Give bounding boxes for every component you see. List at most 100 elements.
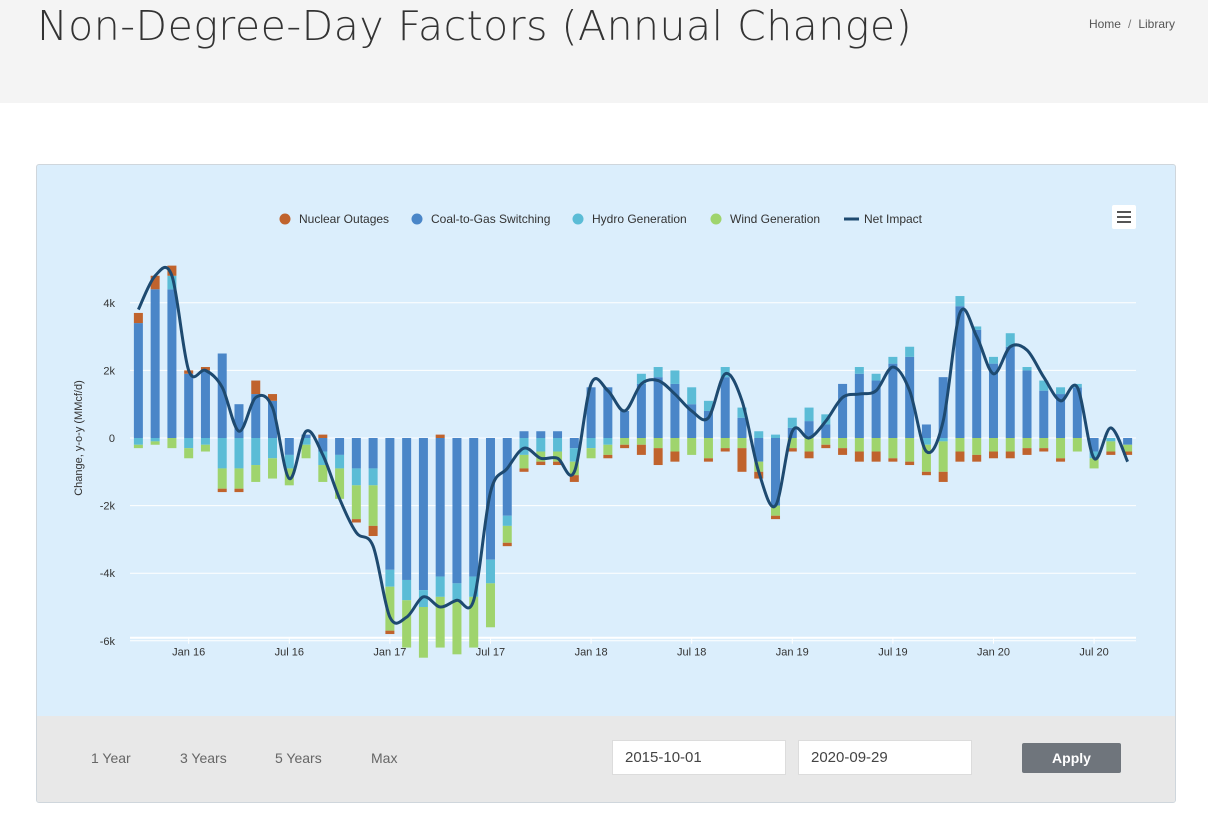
hamburger-menu-icon-line bbox=[1117, 221, 1131, 223]
wind-generation-bar bbox=[586, 448, 596, 459]
hydro-generation-bar bbox=[351, 468, 361, 486]
coal-to-gas-switching-bar bbox=[184, 373, 194, 438]
hydro-generation-bar bbox=[150, 438, 160, 442]
hydro-generation-bar bbox=[234, 438, 244, 469]
hydro-generation-bar bbox=[435, 576, 445, 597]
nuclear-outages-bar bbox=[636, 444, 646, 455]
hydro-generation-bar bbox=[754, 431, 764, 438]
breadcrumb-library-link[interactable]: Library bbox=[1138, 17, 1175, 31]
coal-to-gas-switching-bar bbox=[804, 421, 814, 438]
hydro-generation-bar bbox=[670, 370, 680, 384]
range-3-years-button[interactable]: 3 Years bbox=[180, 750, 227, 766]
wind-generation-bar bbox=[469, 596, 479, 648]
nuclear-outages-bar bbox=[1039, 448, 1049, 452]
range-1-year-button[interactable]: 1 Year bbox=[91, 750, 131, 766]
start-date-input[interactable] bbox=[612, 740, 786, 775]
chart-menu-button[interactable] bbox=[1112, 205, 1136, 229]
nuclear-outages-bar bbox=[569, 475, 579, 482]
nuclear-outages-bar bbox=[771, 515, 781, 520]
wind-generation-bar bbox=[603, 444, 613, 455]
range-max-button[interactable]: Max bbox=[371, 750, 398, 766]
hydro-generation-bar bbox=[402, 579, 412, 601]
wind-generation-bar bbox=[1072, 438, 1082, 452]
nuclear-outages-bar bbox=[318, 434, 328, 438]
coal-to-gas-switching-bar bbox=[670, 383, 680, 438]
hydro-generation-bar bbox=[553, 438, 563, 452]
wind-generation-bar bbox=[200, 444, 210, 452]
x-tick-label: Jul 16 bbox=[275, 647, 304, 659]
range-controls: 1 Year 3 Years 5 Years Max Apply bbox=[37, 716, 1175, 802]
nuclear-outages-bar bbox=[955, 451, 965, 462]
nuclear-outages-bar bbox=[167, 265, 177, 276]
chart-panel: -6k -4k -2k 0 2k 4k Change, y-o-y (MMcf/d) Jan … bbox=[36, 164, 1176, 803]
hydro-generation-bar bbox=[519, 438, 529, 455]
page-title: Non-Degree-Day Factors (Annual Change) bbox=[37, 2, 913, 50]
y-tick-label: -4k bbox=[100, 568, 116, 580]
coal-to-gas-switching-bar bbox=[167, 289, 177, 438]
wind-generation-bar bbox=[351, 485, 361, 520]
wind-generation-bar bbox=[318, 465, 328, 482]
wind-generation-bar bbox=[485, 583, 495, 628]
coal-to-gas-switching-bar bbox=[603, 387, 613, 438]
hydro-generation-bar bbox=[368, 468, 378, 486]
wind-generation-bar bbox=[636, 438, 646, 445]
coal-to-gas-switching-bar bbox=[754, 438, 764, 462]
wind-generation-bar bbox=[234, 468, 244, 489]
legend-label: Net Impact bbox=[864, 212, 923, 226]
nuclear-outages-bar bbox=[972, 454, 982, 462]
coal-to-gas-switching-bar bbox=[636, 383, 646, 438]
hydro-generation-bar bbox=[1056, 387, 1066, 395]
wind-generation-bar bbox=[620, 438, 630, 445]
wind-generation-bar bbox=[435, 596, 445, 648]
hydro-generation-bar bbox=[335, 454, 345, 469]
breadcrumb-home-link[interactable]: Home bbox=[1088, 17, 1121, 31]
x-tick-label: Jan 17 bbox=[373, 647, 406, 659]
coal-to-gas-switching-bar bbox=[536, 431, 546, 438]
y-tick-label: 4k bbox=[103, 298, 115, 310]
coal-to-gas-switching-bar bbox=[586, 387, 596, 438]
coal-to-gas-switching-bar bbox=[1072, 387, 1082, 438]
apply-button[interactable]: Apply bbox=[1022, 743, 1121, 773]
nuclear-outages-bar bbox=[1056, 458, 1066, 462]
breadcrumb-separator: / bbox=[1127, 17, 1132, 31]
wind-generation-bar bbox=[133, 444, 143, 449]
nuclear-outages-bar bbox=[620, 444, 630, 449]
wind-generation-bar bbox=[418, 607, 428, 658]
wind-generation-bar bbox=[703, 438, 713, 459]
hydro-generation-bar bbox=[737, 407, 747, 418]
hydro-generation-bar bbox=[653, 367, 663, 378]
hydro-generation-bar bbox=[1106, 438, 1116, 442]
hydro-generation-bar bbox=[133, 438, 143, 445]
hydro-generation-bar bbox=[787, 417, 797, 428]
coal-to-gas-switching-bar bbox=[200, 370, 210, 438]
hydro-generation-bar bbox=[955, 296, 965, 307]
coal-to-gas-switching-bar bbox=[921, 424, 931, 438]
coal-to-gas-switching-bar bbox=[502, 438, 512, 516]
coal-to-gas-switching-bar bbox=[553, 431, 563, 438]
coal-to-gas-switching-bar bbox=[469, 438, 479, 577]
nuclear-outages-bar bbox=[653, 448, 663, 466]
coal-to-gas-switching-bar bbox=[335, 438, 345, 455]
nuclear-outages-bar bbox=[553, 461, 563, 466]
hamburger-menu-icon-line bbox=[1117, 216, 1131, 218]
nuclear-outages-bar bbox=[871, 451, 881, 462]
hydro-generation-bar bbox=[687, 387, 697, 405]
range-5-years-button[interactable]: 5 Years bbox=[275, 750, 322, 766]
coal-to-gas-switching-bar bbox=[268, 400, 278, 438]
hydro-generation-bar bbox=[988, 356, 998, 364]
hydro-generation-bar bbox=[854, 367, 864, 374]
hydro-generation-bar bbox=[301, 438, 311, 445]
wind-generation-bar bbox=[905, 438, 915, 462]
nuclear-outages-bar bbox=[804, 451, 814, 459]
wind-generation-bar bbox=[687, 438, 697, 455]
coal-to-gas-switching-bar bbox=[402, 438, 412, 580]
coal-to-gas-switching-bar bbox=[452, 438, 462, 584]
end-date-input[interactable] bbox=[798, 740, 972, 775]
nuclear-outages-bar bbox=[854, 451, 864, 462]
nuclear-outages-bar bbox=[720, 448, 730, 452]
legend-label: Coal-to-Gas Switching bbox=[431, 212, 550, 226]
wind-generation-bar bbox=[1056, 438, 1066, 459]
nuclear-outages-bar bbox=[351, 519, 361, 523]
nuclear-outages-bar bbox=[703, 458, 713, 462]
legend-marker bbox=[710, 213, 722, 225]
